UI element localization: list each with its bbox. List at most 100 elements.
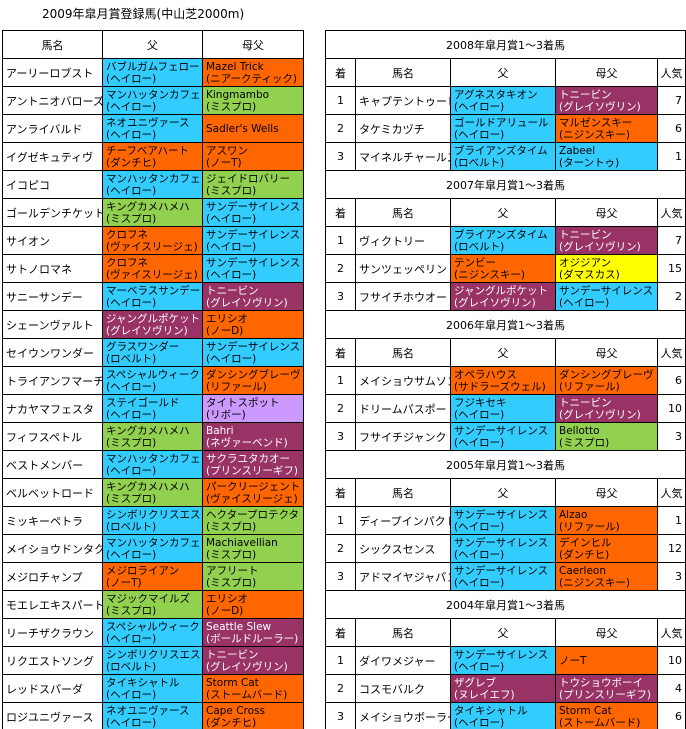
- header-text: 馬名: [41, 38, 64, 52]
- header-cell: 母父: [555, 198, 658, 227]
- sire-cell: メジロライアン (ノーT): [102, 562, 203, 591]
- pedigree-text: トニービン (グレイソヴリン): [203, 283, 303, 310]
- horse-name: ダンシングブレーヴ: [206, 368, 301, 381]
- lineage: (ノーT): [206, 156, 242, 169]
- pedigree-text: スペシャルウィーク (ヘイロー): [103, 367, 202, 394]
- dam-sire-cell: Sadler's Wells: [202, 114, 304, 143]
- horse-name: マンハッタンカフェ: [106, 88, 201, 101]
- header-cell: 人気: [657, 618, 686, 647]
- section-title-cell: 2006年皐月賞1～3着馬: [325, 310, 686, 339]
- dam-sire-cell: Storm Cat (ストームバード): [555, 702, 658, 729]
- pedigree-text: サンデーサイレンス (ヘイロー): [451, 647, 555, 674]
- lineage: (ロベルト): [106, 352, 157, 365]
- horse-name: アンライバルド: [6, 122, 83, 136]
- lineage: (ミスプロ): [206, 520, 257, 533]
- horse-cell: ベストメンバー: [2, 450, 103, 479]
- horse-name: ヘクタープロテクタ: [206, 508, 300, 521]
- rank-cell: 3: [325, 562, 356, 591]
- popularity-cell: 15: [657, 254, 686, 283]
- horse-name: Seattle Slew: [206, 620, 272, 633]
- popularity: 3: [675, 430, 682, 443]
- horse-name: スペシャルウィーク: [106, 620, 200, 633]
- pedigree-text: グラスワンダー (ロベルト): [103, 339, 202, 366]
- lineage: (ターントゥ): [559, 156, 620, 169]
- header-cell: 母父: [555, 618, 658, 647]
- dam-sire-cell: サクラユタカオー (プリンスリーギフ): [202, 450, 304, 479]
- horse-name: チーフベアハート: [106, 144, 189, 157]
- horse-name: ベストメンバー: [6, 458, 84, 472]
- pedigree-text: パークリージェント (ヴァイスリージェ): [203, 479, 303, 506]
- horse-name: サンデーサイレンス: [206, 340, 301, 353]
- pedigree-text: Cape Cross (ダンチヒ): [203, 703, 303, 729]
- pedigree-text: フジキセキ (ヘイロー): [451, 395, 555, 422]
- pedigree-text: クロフネ (ヴァイスリージェ): [103, 255, 202, 282]
- horse-name: サンツェッペリン: [359, 262, 447, 276]
- dam-sire-cell: Cape Cross (ダンチヒ): [202, 702, 304, 729]
- pedigree-text: キングカメハメハ (ミスプロ): [103, 423, 202, 450]
- lineage: (リファール): [559, 380, 620, 393]
- horse-name: フジキセキ: [454, 396, 507, 409]
- pedigree-text: Kingmambo (ミスプロ): [203, 87, 303, 114]
- lineage: (グレイソヴリン): [106, 324, 188, 337]
- horse-name: サンデーサイレンス: [559, 284, 654, 297]
- lineage: (リファール): [206, 380, 267, 393]
- pedigree-text: ゴールドアリュール (ヘイロー): [451, 115, 555, 142]
- rank-cell: 3: [325, 142, 356, 171]
- dam-sire-cell: エリシオ (ノーD): [202, 310, 304, 339]
- horse-name: Storm Cat: [206, 676, 259, 689]
- dam-sire-cell: サンデーサイレンス (ヘイロー): [555, 282, 658, 311]
- horse-name: メイショウドンタク: [6, 542, 103, 556]
- pedigree-text: Alzao (リファール): [556, 507, 657, 534]
- horse-name: エリシオ: [206, 592, 248, 605]
- horse-name: コスモバルク: [359, 682, 425, 696]
- pedigree-text: Bahri (ネヴァーベンド): [203, 423, 303, 450]
- horse-name: ゴールデンチケット: [6, 206, 103, 220]
- horse-name: クロフネ: [106, 256, 148, 269]
- horse-name: Kingmambo: [206, 88, 270, 101]
- sire-cell: サンデーサイレンス (ヘイロー): [450, 534, 556, 563]
- pedigree-text: サクラユタカオー (プリンスリーギフ): [203, 451, 303, 478]
- pedigree-text: ジャングルポケット (グレイソヴリン): [451, 283, 555, 310]
- pedigree-text: キングカメハメハ (ミスプロ): [103, 199, 202, 226]
- lineage: (グレイソヴリン): [559, 408, 641, 421]
- rank: 3: [337, 710, 344, 723]
- horse-name: アドマイヤジャパン: [359, 570, 451, 584]
- lineage: (ミスプロ): [206, 548, 257, 561]
- header-cell: 母父: [555, 58, 658, 87]
- lineage: (ダンチヒ): [106, 156, 157, 169]
- section-title: 2004年皐月賞1～3着馬: [446, 598, 565, 612]
- lineage: (ヘイロー): [106, 184, 157, 197]
- horse-name: トニービン: [206, 648, 259, 661]
- popularity: 6: [675, 374, 682, 387]
- header-cell: 馬名: [355, 338, 451, 367]
- lineage: (ヘイロー): [106, 464, 157, 477]
- header-text: 父: [497, 626, 509, 640]
- horse-name: パークリージェント: [206, 480, 301, 493]
- section-title: 2005年皐月賞1～3着馬: [446, 458, 565, 472]
- lineage: (ロベルト): [454, 156, 505, 169]
- horse-name: セイウンワンダー: [6, 346, 94, 360]
- pedigree-text: ネオユニヴァース (ヘイロー): [103, 703, 202, 729]
- horse-name: サトノロマネ: [6, 262, 72, 276]
- pedigree-text: オペラハウス (サドラーズウェル): [451, 367, 555, 394]
- header-text: 父: [147, 38, 158, 52]
- popularity: 2: [675, 290, 682, 303]
- rank: 3: [337, 150, 344, 163]
- pedigree-text: ジャングルポケット (グレイソヴリン): [103, 311, 202, 338]
- pedigree-text: ジェイドロバリー (ミスプロ): [203, 171, 303, 198]
- horse-name: トニービン: [559, 88, 612, 101]
- popularity: 6: [675, 122, 682, 135]
- lineage: (ノーT): [106, 576, 142, 589]
- sire-cell: タイキシャトル (ヘイロー): [450, 702, 556, 729]
- sire-cell: ゴールドアリュール (ヘイロー): [450, 114, 556, 143]
- dam-sire-cell: Bellotto (ミスプロ): [555, 422, 658, 451]
- horse-cell: サトノロマネ: [2, 254, 103, 283]
- pedigree-text: マジックマイルズ (ミスプロ): [103, 591, 202, 618]
- lineage: (ストームバード): [206, 688, 288, 701]
- pedigree-text: シンボリクリスエス (ロベルト): [103, 507, 202, 534]
- horse-cell: シックスセンス: [355, 534, 451, 563]
- popularity: 15: [668, 262, 682, 275]
- header-cell: 人気: [657, 338, 686, 367]
- popularity: 7: [675, 94, 682, 107]
- header-cell: 着: [325, 198, 356, 227]
